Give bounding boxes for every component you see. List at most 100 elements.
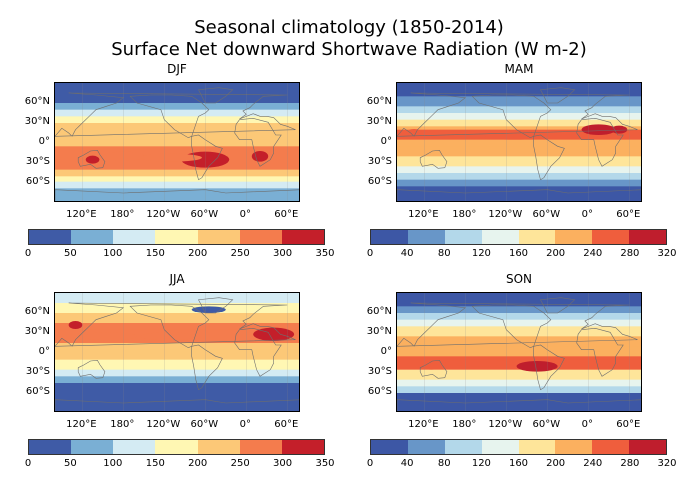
coastline (55, 92, 296, 137)
map-plot (396, 292, 642, 412)
colorbar-tick-label: 120 (471, 458, 491, 469)
colorbar-segment (555, 440, 593, 454)
contour-region (68, 321, 83, 329)
colorbar-tick-label: 0 (366, 248, 374, 259)
contour-region (140, 153, 202, 162)
colorbar-tick-label: 350 (315, 248, 335, 259)
colorbar-tick-label: 250 (230, 248, 250, 259)
coastline (397, 92, 638, 137)
contour-region (140, 332, 196, 341)
coastline (198, 297, 234, 314)
lon-tick-label: 60°W (532, 419, 561, 430)
lat-tick-label: 0° (380, 346, 392, 357)
contour-band (397, 336, 641, 347)
panel-title: MAM (504, 62, 534, 76)
colorbar-tick-label: 120 (471, 248, 491, 259)
contour-region (82, 332, 137, 341)
colorbar-tick-label: 50 (64, 248, 77, 259)
contour-band (55, 323, 299, 331)
contour-band (55, 133, 299, 141)
contour-band (397, 346, 641, 357)
coastline (198, 87, 234, 104)
lat-tick-label: 60°N (24, 96, 50, 107)
colorbar-tick-label: 240 (583, 458, 603, 469)
contour-band (55, 146, 299, 154)
colorbar-segment (371, 230, 408, 244)
map-plot (396, 82, 642, 202)
contour-band (397, 386, 641, 394)
contour-region (422, 363, 440, 370)
coastline (419, 359, 448, 379)
contour-band (55, 169, 299, 177)
chart-title: Seasonal climatology (1850-2014) (194, 17, 504, 38)
contour-band (397, 369, 641, 381)
lat-tick-label: 30°S (25, 366, 50, 377)
map-plot (54, 82, 300, 202)
contour-band (55, 83, 299, 104)
contour-band (397, 313, 641, 321)
contour-band (397, 139, 641, 147)
panel-jja: JJA 60°N 30°N 0° 30°S 60°S 120°E 180° 120°W 60°W 0… (25, 270, 357, 498)
lat-tick-label: 60°N (366, 306, 392, 317)
panel-djf: DJF 60°N 30°N 0° 30°S 60°S 120°E 180° 120°W 60°W 0… (25, 60, 357, 288)
lon-tick-label: 120°W (488, 419, 523, 430)
colorbar-segment (481, 230, 519, 244)
colorbar (370, 439, 667, 455)
contour-region (191, 306, 226, 313)
map-plot (54, 292, 300, 412)
contour-band (55, 383, 299, 411)
lat-tick-label: 60°N (366, 96, 392, 107)
contour-region (610, 125, 628, 134)
contour-band (397, 306, 641, 314)
colorbar-segment (281, 440, 324, 454)
contour-region (581, 124, 616, 135)
coastline (471, 94, 552, 139)
lon-tick-label: 0° (239, 419, 252, 430)
contour-band (397, 186, 641, 201)
coastline (129, 304, 210, 349)
coastline (471, 304, 552, 349)
lon-tick-label: 120°E (408, 209, 439, 220)
colorbar-tick-label: 280 (620, 458, 640, 469)
colorbar-segment (197, 440, 240, 454)
lon-tick-label: 180° (452, 209, 477, 220)
colorbar-segment (371, 440, 408, 454)
colorbar-tick-label: 0 (24, 458, 32, 469)
lat-tick-label: 30°N (366, 116, 392, 127)
colorbar-segment (155, 230, 198, 244)
colorbar-tick-label: 200 (546, 458, 566, 469)
colorbar-segment (592, 440, 630, 454)
colorbar-segment (518, 440, 556, 454)
colorbar-tick-label: 50 (64, 458, 77, 469)
lat-tick-label: 60°S (367, 176, 392, 187)
contour-band (55, 109, 299, 117)
coastline (77, 359, 106, 379)
lon-tick-label: 120°E (66, 419, 97, 430)
lon-tick-label: 120°W (146, 419, 181, 430)
lon-tick-label: 120°E (66, 209, 97, 220)
colorbar-tick-label: 200 (546, 248, 566, 259)
contour-band (55, 116, 299, 124)
contour-band (55, 313, 299, 324)
map-svg (397, 293, 641, 411)
colorbar-tick-label: 150 (145, 248, 165, 259)
lon-tick-label: 60°W (190, 419, 219, 430)
colorbar-tick-label: 80 (437, 458, 451, 469)
lat-tick-label: 0° (380, 136, 392, 147)
coastline (397, 189, 641, 201)
colorbar-tick-label: 0 (366, 458, 374, 469)
contour-band (397, 119, 641, 127)
map-svg (55, 83, 299, 201)
lat-tick-label: 30°S (367, 156, 392, 167)
lat-tick-label: 0° (38, 346, 50, 357)
colorbar-tick-label: 240 (583, 248, 603, 259)
contour-band (397, 96, 641, 107)
contour-band (55, 181, 299, 189)
colorbar-segment (155, 440, 198, 454)
contour-band (55, 293, 299, 304)
colorbar-segment (71, 440, 114, 454)
contour-region (516, 361, 558, 372)
map-svg (55, 293, 299, 411)
contour-band (397, 106, 641, 114)
lon-tick-label: 60°W (190, 209, 219, 220)
